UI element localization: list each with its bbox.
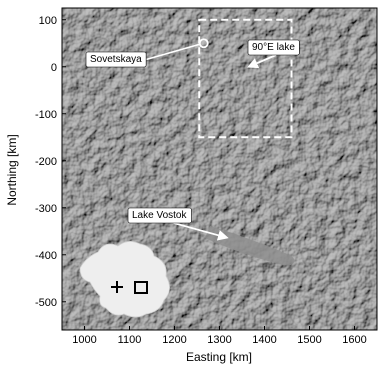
y-tick-label: 100 — [39, 15, 57, 27]
sovetskaya-leader-line — [145, 43, 200, 61]
antarctica-outline — [79, 241, 170, 318]
sovetskaya-station-marker — [198, 38, 209, 49]
x-tick-label: 1200 — [162, 334, 186, 346]
antarctica-inset — [79, 241, 170, 318]
x-tick-label: 1500 — [297, 334, 321, 346]
sovetskaya-callout: Sovetskaya — [85, 51, 147, 68]
vostok-arrow — [173, 222, 229, 241]
y-tick-label: 0 — [51, 62, 57, 74]
x-tick-label: 1100 — [118, 334, 142, 346]
lake90e-arrow — [247, 54, 277, 69]
y-tick-label: -200 — [35, 156, 57, 168]
vostok-callout: Lake Vostok — [127, 207, 192, 224]
y-tick-label: -100 — [35, 109, 57, 121]
sovetskaya-label: Sovetskaya — [90, 54, 142, 65]
lake90e-label: 90°E lake — [252, 42, 295, 53]
y-axis-title: Northing [km] — [5, 134, 19, 205]
y-tick-label: -500 — [35, 297, 57, 309]
x-axis-title: Easting [km] — [186, 350, 252, 364]
x-tick-label: 1400 — [252, 334, 276, 346]
x-tick-label: 1600 — [342, 334, 366, 346]
inset-box-marker — [134, 281, 148, 294]
y-tick-label: -300 — [35, 203, 57, 215]
inset-cross-marker — [111, 281, 123, 293]
vostok-label: Lake Vostok — [132, 210, 187, 221]
x-tick-label: 1300 — [207, 334, 231, 346]
y-tick-label: -400 — [35, 250, 57, 262]
study-area-box — [198, 18, 293, 139]
axis-ticks: 1000 1100 1200 1300 1400 1500 16001000-100-200… — [35, 15, 367, 346]
lake90e-callout: 90°E lake — [247, 39, 300, 56]
x-tick-label: 1000 — [72, 334, 96, 346]
